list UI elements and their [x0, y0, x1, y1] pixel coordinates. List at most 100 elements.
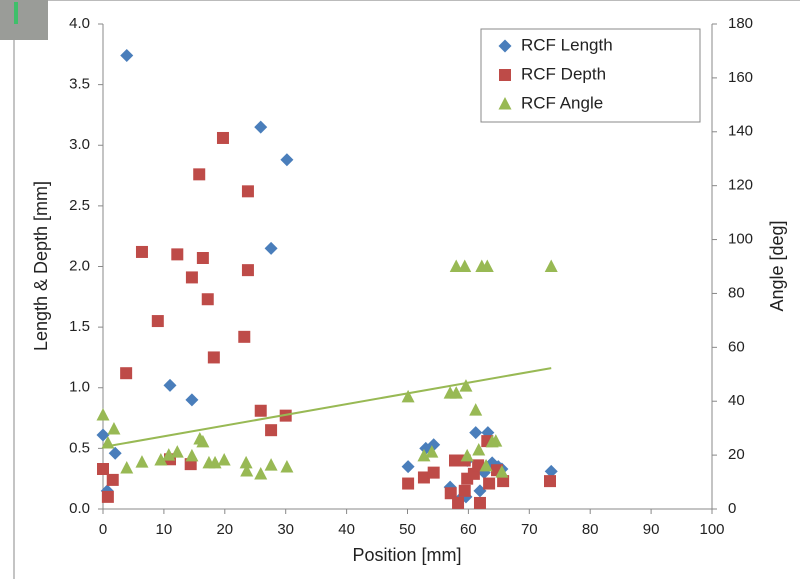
- x-tick-label: 70: [521, 521, 538, 538]
- y2-tick-label: 160: [728, 69, 753, 86]
- point: [544, 464, 558, 478]
- x-tick-label: 10: [156, 521, 173, 538]
- y-tick-label: 0.0: [69, 500, 90, 517]
- point: [193, 168, 206, 181]
- point: [239, 455, 253, 469]
- point: [151, 315, 164, 328]
- point: [469, 403, 483, 416]
- point: [185, 393, 199, 407]
- point: [458, 484, 471, 497]
- point: [401, 460, 415, 474]
- x-axis-title: Position [mm]: [352, 545, 461, 565]
- y2-tick-label: 80: [728, 284, 745, 301]
- legend-marker: [498, 97, 512, 110]
- point: [264, 458, 278, 471]
- point: [489, 434, 503, 447]
- point: [154, 452, 168, 466]
- x-tick-label: 40: [338, 521, 355, 538]
- point: [216, 131, 229, 144]
- point: [480, 259, 494, 272]
- point: [449, 259, 463, 272]
- y-tick-label: 2.0: [69, 257, 90, 274]
- x-tick-label: 0: [99, 521, 107, 538]
- point: [135, 245, 148, 258]
- legend-text: RCF Angle: [521, 93, 603, 112]
- point: [458, 259, 472, 272]
- point: [427, 466, 440, 479]
- point: [106, 473, 119, 486]
- photo-accent: [14, 2, 18, 24]
- point: [241, 264, 254, 277]
- legend-text: RCF Depth: [521, 64, 606, 83]
- point: [264, 241, 278, 255]
- y-tick-label: 0.5: [69, 439, 90, 456]
- point: [96, 407, 110, 421]
- point: [97, 462, 109, 475]
- point: [108, 446, 122, 460]
- point: [459, 379, 473, 392]
- y2-tick-label: 40: [728, 392, 745, 409]
- point: [170, 445, 184, 458]
- point: [473, 496, 486, 509]
- y-tick-label: 4.0: [69, 15, 90, 32]
- trendline: [102, 367, 552, 449]
- point: [495, 465, 509, 478]
- point: [196, 252, 209, 265]
- point: [254, 404, 267, 417]
- point: [171, 248, 184, 261]
- x-tick-label: 90: [643, 521, 660, 538]
- point: [425, 445, 439, 458]
- y-tick-label: 1.0: [69, 379, 90, 396]
- point: [401, 389, 415, 403]
- point: [107, 421, 121, 435]
- x-tick-label: 30: [277, 521, 294, 538]
- y2-axis-title: Angle [deg]: [767, 220, 787, 311]
- point: [472, 442, 486, 456]
- point: [254, 120, 268, 134]
- point: [444, 487, 457, 500]
- x-tick-label: 60: [460, 521, 477, 538]
- point: [217, 452, 231, 466]
- point: [280, 153, 294, 167]
- point: [483, 477, 496, 490]
- point: [452, 496, 465, 509]
- point: [254, 466, 268, 480]
- legend-marker: [499, 69, 511, 81]
- y2-tick-label: 140: [728, 123, 753, 140]
- legend-box: [480, 28, 701, 123]
- point: [120, 461, 134, 474]
- y2-tick-label: 0: [728, 500, 736, 517]
- point: [265, 424, 278, 437]
- point: [280, 459, 294, 473]
- point: [196, 434, 210, 448]
- legend-marker: [498, 39, 512, 53]
- point: [120, 367, 133, 380]
- point: [241, 185, 254, 198]
- x-tick-label: 100: [699, 521, 724, 538]
- point: [120, 49, 134, 63]
- point: [238, 330, 251, 343]
- y-axis-title: Length & Depth [mm]: [31, 181, 51, 351]
- y2-tick-label: 60: [728, 338, 745, 355]
- x-tick-label: 20: [216, 521, 233, 538]
- point: [417, 471, 430, 484]
- y-tick-label: 3.5: [69, 76, 90, 93]
- point: [469, 426, 483, 440]
- y-tick-label: 2.5: [69, 197, 90, 214]
- y2-tick-label: 180: [728, 15, 753, 32]
- point: [185, 271, 198, 284]
- legend-text: RCF Length: [521, 35, 613, 54]
- point: [544, 259, 558, 272]
- y2-tick-label: 100: [728, 231, 753, 248]
- point: [135, 455, 149, 468]
- point: [417, 448, 431, 462]
- point: [201, 293, 214, 306]
- point: [449, 386, 463, 399]
- point: [96, 428, 110, 442]
- point: [101, 490, 114, 503]
- point: [207, 351, 220, 364]
- point: [479, 458, 493, 472]
- y-tick-label: 3.0: [69, 136, 90, 153]
